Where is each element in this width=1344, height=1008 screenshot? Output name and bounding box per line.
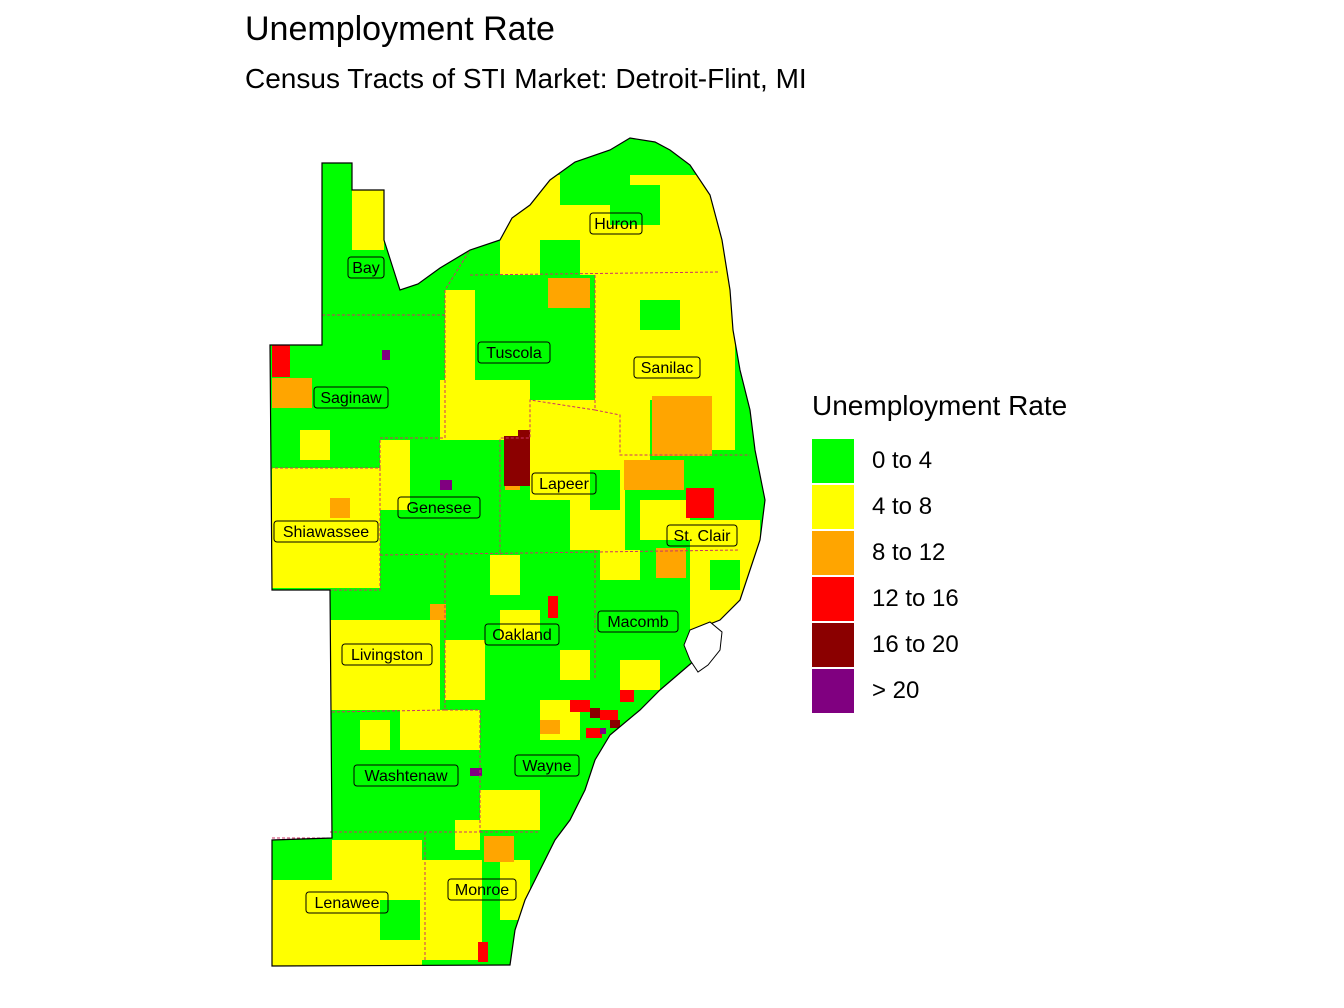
legend-title: Unemployment Rate [812, 390, 1068, 421]
county-label-oakland: Oakland [484, 623, 560, 646]
county-label-lenawee: Lenawee [305, 891, 389, 914]
svg-text:Lapeer: Lapeer [539, 476, 589, 493]
svg-text:Oakland: Oakland [492, 627, 552, 644]
county-label-bay: Bay [347, 256, 385, 279]
svg-text:Wayne: Wayne [522, 758, 571, 775]
svg-text:Genesee: Genesee [407, 500, 472, 517]
county-label-sanilac: Sanilac [633, 356, 701, 379]
county-label-monroe: Monroe [447, 878, 517, 901]
county-label-saginaw: Saginaw [313, 386, 389, 409]
legend-item: 8 to 12 [812, 530, 1067, 576]
svg-text:Saginaw: Saginaw [320, 390, 382, 407]
legend-swatch [812, 623, 854, 667]
legend-item: 16 to 20 [812, 622, 1067, 668]
legend-swatch [812, 531, 854, 575]
county-label-huron: Huron [589, 212, 643, 235]
svg-text:Lenawee: Lenawee [315, 895, 380, 912]
legend-label: 16 to 20 [872, 631, 959, 658]
svg-text:Sanilac: Sanilac [641, 360, 693, 377]
svg-text:St. Clair: St. Clair [674, 528, 732, 545]
svg-text:Washtenaw: Washtenaw [365, 768, 448, 785]
svg-text:Livingston: Livingston [351, 647, 423, 664]
legend-label: > 20 [872, 677, 920, 704]
county-label-wayne: Wayne [514, 754, 580, 777]
legend-swatch [812, 485, 854, 529]
county-label-genesee: Genesee [397, 496, 481, 519]
legend-item: 12 to 16 [812, 576, 1067, 622]
svg-text:Shiawassee: Shiawassee [283, 524, 369, 541]
legend-label: 4 to 8 [872, 493, 933, 520]
legend-label: 0 to 4 [872, 447, 933, 474]
svg-text:Macomb: Macomb [607, 614, 668, 631]
map-legend: Unemployment Rate 0 to 4 4 to 8 8 to 12 … [812, 390, 1067, 714]
map-subtitle: Census Tracts of STI Market: Detroit-Fli… [245, 63, 807, 94]
legend-label: 12 to 16 [872, 585, 959, 612]
legend-item: > 20 [812, 668, 1067, 714]
county-boundaries [272, 249, 750, 962]
lake-st-clair [683, 621, 723, 673]
county-label-tuscola: Tuscola [477, 341, 551, 364]
legend-swatch [812, 577, 854, 621]
legend-swatch [812, 439, 854, 483]
tract-fill-layer [270, 138, 765, 966]
county-label-lapeer: Lapeer [531, 472, 597, 495]
map-title: Unemployment Rate [245, 10, 555, 48]
county-label-macomb: Macomb [597, 610, 679, 633]
region-outline [269, 137, 766, 967]
svg-text:Bay: Bay [352, 260, 380, 277]
svg-text:Monroe: Monroe [455, 882, 509, 899]
legend-item: 0 to 4 [812, 438, 1067, 484]
county-label-shiawassee: Shiawassee [273, 520, 379, 543]
county-label-washtenaw: Washtenaw [353, 764, 459, 787]
county-labels: Huron Bay Tuscola Sanilac Saginaw Lapeer… [273, 212, 738, 914]
svg-text:Tuscola: Tuscola [486, 345, 542, 362]
svg-text:Huron: Huron [594, 216, 638, 233]
legend-swatch [812, 669, 854, 713]
legend-label: 8 to 12 [872, 539, 946, 566]
county-label-st-clair: St. Clair [666, 524, 738, 547]
county-label-livingston: Livingston [341, 643, 433, 666]
legend-item: 4 to 8 [812, 484, 1067, 530]
